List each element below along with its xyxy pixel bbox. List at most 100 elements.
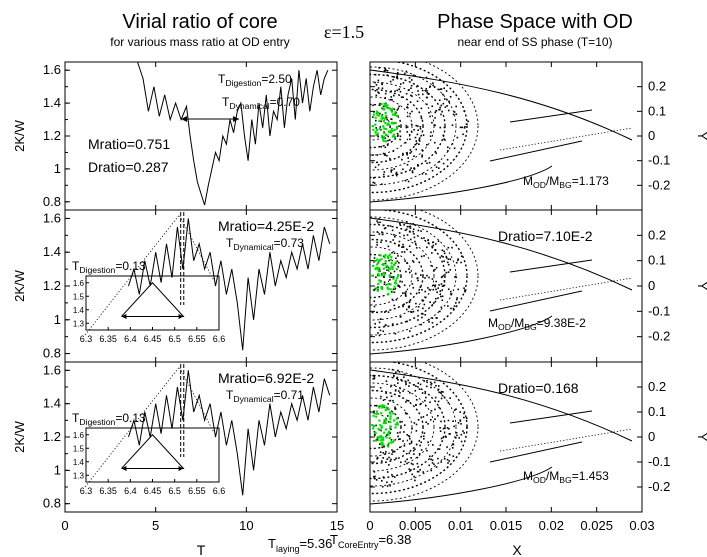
particle-point bbox=[411, 427, 413, 430]
core-particle bbox=[377, 427, 380, 430]
particle-point bbox=[396, 71, 399, 74]
particle-point bbox=[406, 126, 409, 128]
particle-point bbox=[390, 171, 393, 173]
particle-point bbox=[415, 404, 417, 406]
particle-point bbox=[381, 83, 384, 86]
core-particle bbox=[387, 442, 390, 445]
particle-point bbox=[395, 257, 397, 260]
y-tick-label: 0.2 bbox=[648, 79, 666, 94]
particle-point bbox=[376, 231, 379, 233]
particle-point bbox=[412, 228, 415, 231]
core-particle bbox=[391, 135, 394, 138]
core-particle bbox=[381, 287, 384, 291]
particle-point bbox=[429, 301, 431, 304]
particle-point bbox=[380, 241, 382, 243]
core-particle bbox=[383, 431, 386, 434]
particle-point bbox=[425, 76, 428, 79]
particle-point bbox=[382, 224, 385, 227]
core-particle bbox=[371, 424, 374, 427]
particle-point bbox=[386, 144, 389, 146]
particle-point bbox=[378, 92, 380, 94]
particle-point bbox=[424, 296, 426, 299]
particle-point bbox=[386, 407, 389, 409]
particle-point bbox=[405, 383, 407, 386]
particle-point bbox=[415, 85, 418, 88]
particle-point bbox=[431, 304, 433, 307]
core-particle bbox=[391, 267, 394, 270]
core-particle bbox=[374, 259, 377, 263]
particle-point bbox=[426, 103, 428, 106]
particle-point bbox=[372, 104, 374, 107]
particle-point bbox=[448, 453, 451, 456]
particle-point bbox=[383, 445, 385, 448]
particle-point bbox=[409, 152, 411, 154]
particle-point bbox=[379, 126, 382, 128]
particle-point bbox=[419, 383, 422, 386]
core-particle bbox=[395, 114, 399, 117]
particle-point bbox=[432, 288, 435, 291]
core-particle bbox=[376, 267, 379, 270]
particle-point bbox=[417, 470, 420, 473]
y-tick-label: 1 bbox=[54, 161, 61, 176]
y-tick-label: -0.1 bbox=[648, 303, 670, 318]
particle-point bbox=[420, 255, 423, 258]
particle-arc bbox=[370, 216, 457, 336]
inset-x-tick-label: 6.35 bbox=[99, 334, 117, 344]
particle-arc bbox=[370, 404, 402, 450]
particle-point bbox=[394, 235, 396, 238]
particle-point bbox=[408, 306, 410, 309]
particle-point bbox=[463, 412, 465, 415]
particle-point bbox=[428, 464, 431, 467]
particle-point bbox=[431, 246, 434, 249]
particle-point bbox=[434, 268, 436, 271]
particle-point bbox=[406, 153, 408, 156]
particle-point bbox=[421, 173, 424, 175]
particle-point bbox=[393, 94, 395, 97]
particle-point bbox=[452, 307, 455, 310]
particle-point bbox=[428, 455, 431, 458]
core-particle bbox=[372, 425, 376, 428]
particle-point bbox=[451, 246, 453, 249]
particle-point bbox=[393, 108, 396, 111]
particle-point bbox=[380, 479, 383, 482]
particle-point bbox=[382, 152, 385, 155]
particle-point bbox=[405, 92, 408, 95]
particle-point bbox=[389, 272, 392, 275]
particle-point bbox=[387, 245, 390, 248]
core-particle bbox=[379, 439, 382, 442]
particle-point bbox=[460, 261, 462, 264]
particle-point bbox=[424, 313, 427, 316]
particle-point bbox=[453, 409, 456, 411]
particle-point bbox=[434, 284, 437, 287]
particle-point bbox=[378, 233, 381, 235]
particle-point bbox=[390, 118, 392, 120]
core-particle bbox=[372, 113, 375, 116]
particle-point bbox=[438, 88, 440, 91]
particle-point bbox=[440, 437, 443, 440]
particle-point bbox=[446, 98, 448, 101]
particle-arc bbox=[370, 382, 435, 472]
particle-point bbox=[439, 126, 442, 129]
particle-layer bbox=[370, 62, 633, 203]
particle-point bbox=[408, 225, 411, 228]
core-particle bbox=[394, 121, 397, 125]
particle-arc bbox=[370, 223, 446, 329]
particle-point bbox=[432, 241, 435, 244]
particle-point bbox=[403, 284, 406, 287]
particle-point bbox=[386, 74, 389, 76]
particle-point bbox=[447, 258, 450, 260]
particle-point bbox=[392, 276, 395, 278]
core-particle bbox=[378, 267, 381, 270]
inset-x-tick-label: 6.3 bbox=[80, 334, 93, 344]
particle-point bbox=[415, 423, 418, 426]
particle-point bbox=[411, 95, 413, 97]
particle-point bbox=[431, 317, 434, 319]
core-particle bbox=[392, 412, 395, 415]
inset-x-tick-label: 6.35 bbox=[99, 486, 117, 496]
particle-point bbox=[447, 401, 450, 404]
particle-point bbox=[438, 284, 440, 286]
particle-arc bbox=[370, 88, 424, 164]
particle-point bbox=[394, 90, 396, 92]
particle-point bbox=[420, 449, 423, 451]
particle-arc bbox=[370, 62, 479, 201]
